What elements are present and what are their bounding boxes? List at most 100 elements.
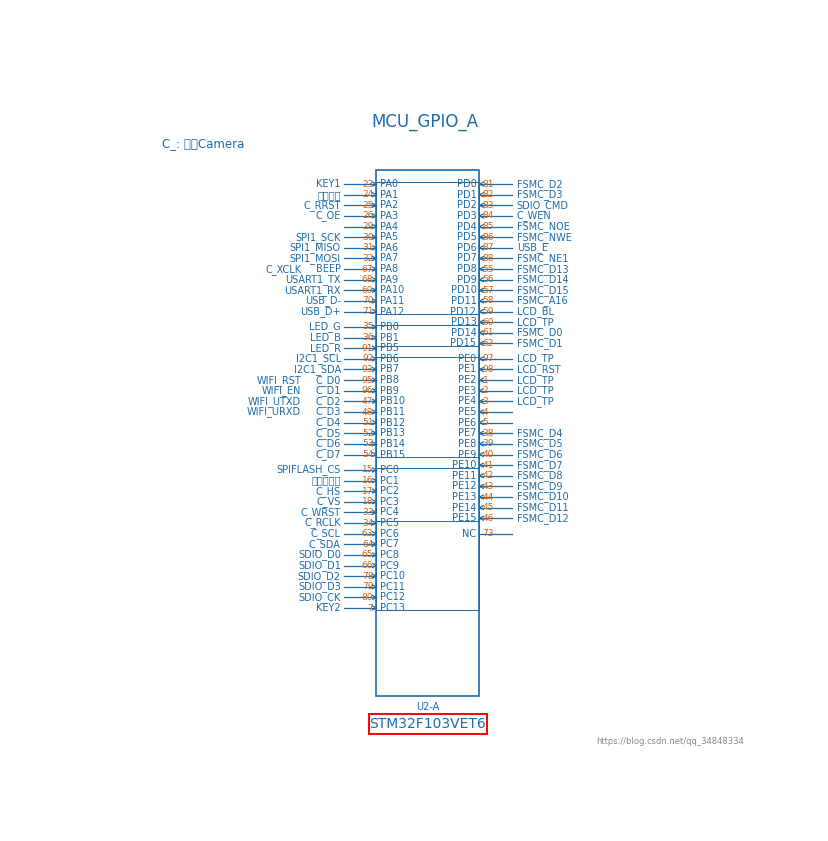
- Text: KEY2: KEY2: [315, 603, 340, 613]
- Text: 40: 40: [482, 450, 493, 459]
- Text: 84: 84: [482, 211, 493, 220]
- Text: FSMC_D6: FSMC_D6: [516, 449, 561, 460]
- Text: LCD_BL: LCD_BL: [516, 306, 553, 317]
- Text: 83: 83: [482, 201, 493, 210]
- Text: 24: 24: [362, 190, 373, 199]
- Text: 25: 25: [362, 201, 373, 210]
- Text: PE7: PE7: [458, 428, 476, 438]
- Text: 23: 23: [362, 180, 373, 188]
- Text: 5: 5: [482, 418, 488, 427]
- Text: 53: 53: [361, 439, 373, 448]
- Text: PE1: PE1: [458, 364, 476, 374]
- Text: 39: 39: [482, 439, 493, 448]
- Text: C_XCLK: C_XCLK: [265, 263, 301, 274]
- Text: PE8: PE8: [458, 439, 476, 449]
- Text: PD14: PD14: [450, 328, 476, 338]
- Text: PB15: PB15: [379, 449, 404, 459]
- Text: PD12: PD12: [450, 307, 476, 316]
- Text: 69: 69: [361, 286, 373, 295]
- Text: PB14: PB14: [379, 439, 404, 449]
- Text: 98: 98: [482, 365, 493, 374]
- Text: PC13: PC13: [379, 603, 404, 613]
- Text: PE13: PE13: [451, 492, 476, 502]
- Text: PB12: PB12: [379, 418, 404, 427]
- Text: 67: 67: [361, 265, 373, 273]
- Text: PD10: PD10: [450, 285, 476, 295]
- Text: SDIO_D0: SDIO_D0: [297, 549, 340, 560]
- Text: 3: 3: [482, 397, 488, 406]
- Text: SDIO_D3: SDIO_D3: [297, 581, 340, 592]
- Bar: [376, 170, 479, 696]
- Text: 2: 2: [482, 386, 488, 395]
- Text: 43: 43: [482, 482, 493, 491]
- Text: I2C1_SDA: I2C1_SDA: [293, 364, 340, 375]
- Text: 71: 71: [361, 307, 373, 316]
- Text: PC12: PC12: [379, 592, 404, 602]
- Text: C_HS: C_HS: [315, 486, 340, 496]
- Text: C_WRST: C_WRST: [301, 507, 340, 518]
- Text: 41: 41: [482, 461, 493, 469]
- Text: 81: 81: [482, 180, 493, 188]
- Text: LCD_TP: LCD_TP: [516, 375, 552, 385]
- Text: SDIO_D2: SDIO_D2: [297, 571, 340, 582]
- Text: PC1: PC1: [379, 475, 398, 485]
- Text: FSMC_D12: FSMC_D12: [516, 513, 568, 524]
- Text: 滑动变阻器: 滑动变阻器: [311, 475, 340, 485]
- Text: PD3: PD3: [456, 211, 476, 221]
- Text: PE14: PE14: [451, 503, 476, 513]
- Text: FSMC_NOE: FSMC_NOE: [516, 221, 569, 232]
- Text: PD8: PD8: [456, 264, 476, 274]
- Text: FSMC_NE1: FSMC_NE1: [516, 253, 567, 264]
- Text: PA4: PA4: [379, 221, 397, 231]
- Text: PB9: PB9: [379, 386, 398, 396]
- Text: FSMC_D15: FSMC_D15: [516, 285, 568, 296]
- Text: C_D0: C_D0: [315, 375, 340, 385]
- Text: 60: 60: [482, 318, 493, 326]
- Text: 95: 95: [361, 376, 373, 384]
- Text: 79: 79: [361, 582, 373, 591]
- Text: 87: 87: [482, 243, 493, 252]
- Text: USB_D-: USB_D-: [305, 295, 340, 306]
- Text: PB7: PB7: [379, 364, 398, 374]
- Text: KEY1: KEY1: [316, 179, 340, 189]
- Text: 47: 47: [362, 397, 373, 406]
- Text: PA7: PA7: [379, 253, 397, 263]
- Text: PA3: PA3: [379, 211, 397, 221]
- Text: 16: 16: [361, 476, 373, 485]
- Text: 33: 33: [361, 508, 373, 517]
- Text: PC8: PC8: [379, 550, 398, 560]
- Text: I2C1_SCL: I2C1_SCL: [295, 353, 340, 364]
- Text: PC6: PC6: [379, 529, 398, 538]
- Text: FSMC_D11: FSMC_D11: [516, 502, 568, 513]
- Text: 44: 44: [482, 493, 493, 501]
- Text: WIFI_UTXD: WIFI_UTXD: [248, 396, 301, 407]
- Text: FSMC_D4: FSMC_D4: [516, 428, 561, 439]
- Text: PD1: PD1: [456, 190, 476, 199]
- Text: PC0: PC0: [379, 465, 398, 475]
- Text: PD4: PD4: [456, 221, 476, 231]
- Text: PE2: PE2: [458, 375, 476, 385]
- Bar: [376, 325, 479, 457]
- Text: LCD_RST: LCD_RST: [516, 364, 560, 375]
- Text: USB_D+: USB_D+: [300, 306, 340, 317]
- Text: 91: 91: [361, 344, 373, 352]
- Text: PA8: PA8: [379, 264, 397, 274]
- Text: FSMC_D8: FSMC_D8: [516, 470, 561, 481]
- Text: C_VS: C_VS: [316, 496, 340, 507]
- Text: LCD_TP: LCD_TP: [516, 396, 552, 407]
- Text: LCD_TP: LCD_TP: [516, 385, 552, 396]
- Text: 17: 17: [361, 487, 373, 495]
- Text: LCD_TP: LCD_TP: [516, 317, 552, 328]
- Text: 73: 73: [482, 529, 493, 538]
- Text: 62: 62: [482, 339, 493, 348]
- Text: PD7: PD7: [456, 253, 476, 263]
- Text: FSMC_D13: FSMC_D13: [516, 263, 568, 274]
- Text: PD11: PD11: [450, 296, 476, 306]
- Text: 48: 48: [362, 408, 373, 416]
- Text: C_D2: C_D2: [315, 396, 340, 407]
- Text: SPI1_MOSI: SPI1_MOSI: [289, 253, 340, 264]
- Text: FSMC_D1: FSMC_D1: [516, 338, 561, 349]
- Text: 59: 59: [482, 307, 493, 316]
- Text: 35: 35: [361, 322, 373, 331]
- Text: PB1: PB1: [379, 333, 398, 342]
